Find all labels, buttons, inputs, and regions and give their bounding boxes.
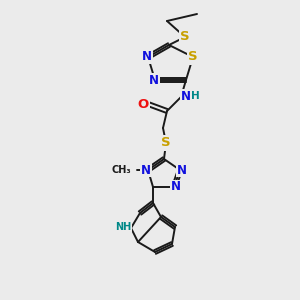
Text: CH₃: CH₃ <box>111 165 131 175</box>
Text: N: N <box>177 164 187 176</box>
Text: H: H <box>190 91 200 101</box>
Text: S: S <box>180 31 190 44</box>
Text: O: O <box>137 98 148 110</box>
Text: N: N <box>181 89 191 103</box>
Text: O: O <box>137 98 148 110</box>
Text: S: S <box>189 50 199 64</box>
Text: S: S <box>161 136 171 149</box>
Text: N: N <box>181 89 191 103</box>
Text: N: N <box>171 181 181 194</box>
Text: N: N <box>141 164 151 176</box>
Text: N: N <box>149 74 159 86</box>
Text: N: N <box>142 50 152 64</box>
Text: NH: NH <box>115 222 131 232</box>
Text: N: N <box>177 164 187 176</box>
Text: N: N <box>142 50 152 64</box>
Text: S: S <box>161 136 171 149</box>
Text: NH: NH <box>115 222 131 232</box>
Text: N: N <box>171 181 181 194</box>
Text: S: S <box>180 31 190 44</box>
Text: S: S <box>188 50 198 64</box>
Text: H: H <box>190 91 200 101</box>
Text: N: N <box>141 164 151 176</box>
Text: N: N <box>149 74 159 86</box>
